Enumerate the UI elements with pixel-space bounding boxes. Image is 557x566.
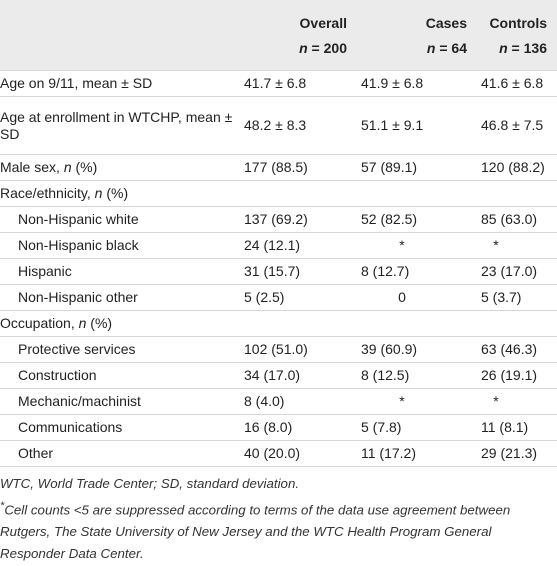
table-row: Non-Hispanic black 24 (12.1) * * <box>0 232 557 259</box>
empty-cell <box>357 310 477 337</box>
table-cell: * <box>357 388 477 415</box>
table-row: Construction 34 (17.0) 8 (12.5) 26 (19.1) <box>0 362 557 389</box>
table-row: Occupation, n (%) <box>0 310 557 337</box>
row-label: Non-Hispanic black <box>0 232 240 259</box>
table-row: Communications 16 (8.0) 5 (7.8) 11 (8.1) <box>0 414 557 441</box>
row-label: Occupation, n (%) <box>0 310 240 337</box>
row-label: Age at enrollment in WTCHP, mean ± SD <box>0 96 240 155</box>
table-cell: 5 (3.7) <box>477 284 557 311</box>
empty-cell <box>357 180 477 207</box>
table-cell: 85 (63.0) <box>477 206 557 233</box>
row-label: Non-Hispanic other <box>0 284 240 311</box>
table-row: Hispanic 31 (15.7) 8 (12.7) 23 (17.0) <box>0 258 557 285</box>
table-cell: 46.8 ± 7.5 <box>477 96 557 155</box>
footnote: *Cell counts <5 are suppressed according… <box>0 500 511 562</box>
table-cell: 11 (17.2) <box>357 440 477 467</box>
data-table: Overall Cases Controls n = 200 n = 64 n = 13… <box>0 0 557 467</box>
table-cell: * <box>477 232 557 259</box>
table-cell: 0 <box>357 284 477 311</box>
row-label: Communications <box>0 414 240 441</box>
table-cell: 40 (20.0) <box>240 440 357 467</box>
table-cell: 52 (82.5) <box>357 206 477 233</box>
table-row: Protective services 102 (51.0) 39 (60.9) 63… <box>0 336 557 363</box>
row-label: Non-Hispanic white <box>0 206 240 233</box>
row-label: Construction <box>0 362 240 389</box>
column-name: Overall <box>299 14 347 31</box>
table-row: Age at enrollment in WTCHP, mean ± SD 48.… <box>0 96 557 155</box>
table-cell: 102 (51.0) <box>240 336 357 363</box>
row-label: Male sex, n (%) <box>0 154 240 181</box>
table-cell: 63 (46.3) <box>477 336 557 363</box>
empty-cell <box>477 310 557 337</box>
table-cell: 177 (88.5) <box>240 154 357 181</box>
table-cell: 24 (12.1) <box>240 232 357 259</box>
footnote: WTC, World Trade Center; SD, standard de… <box>0 476 300 491</box>
table-body: Age on 9/11, mean ± SD 41.7 ± 6.8 41.9 ± 6… <box>0 70 557 467</box>
table-cell: 11 (8.1) <box>477 414 557 441</box>
table-cell: 16 (8.0) <box>240 414 357 441</box>
table-cell: 120 (88.2) <box>477 154 557 181</box>
table-cell: 39 (60.9) <box>357 336 477 363</box>
table-cell: 23 (17.0) <box>477 258 557 285</box>
header-row: n = 200 n = 64 n = 136 <box>0 37 557 71</box>
column-name: Controls <box>489 14 547 31</box>
table-cell: 8 (12.5) <box>357 362 477 389</box>
row-label: Other <box>0 440 240 467</box>
empty-cell <box>477 180 557 207</box>
table-cell: 8 (4.0) <box>240 388 357 415</box>
table-row: Non-Hispanic white 137 (69.2) 52 (82.5) 85 … <box>0 206 557 233</box>
table-row: Male sex, n (%) 177 (88.5) 57 (89.1) 120 (8… <box>0 154 557 181</box>
table-cell: 41.6 ± 6.8 <box>477 70 557 97</box>
table-cell: 137 (69.2) <box>240 206 357 233</box>
header-cell <box>0 0 240 37</box>
table-cell: 26 (19.1) <box>477 362 557 389</box>
table-row: Age on 9/11, mean ± SD 41.7 ± 6.8 41.9 ± 6… <box>0 70 557 97</box>
row-label: Hispanic <box>0 258 240 285</box>
table-cell: 41.7 ± 6.8 <box>240 70 357 97</box>
table-row: Non-Hispanic other 5 (2.5) 0 5 (3.7) <box>0 284 557 311</box>
table-row: Mechanic/machinist 8 (4.0) * * <box>0 388 557 415</box>
row-label: Protective services <box>0 336 240 363</box>
table-cell: * <box>477 388 557 415</box>
table-header: Overall Cases Controls n = 200 n = 64 n = 13… <box>0 0 557 71</box>
footnotes: WTC, World Trade Center; SD, standard de… <box>0 467 557 565</box>
table-cell: * <box>357 232 477 259</box>
table-cell: 31 (15.7) <box>240 258 357 285</box>
column-n: n = 136 <box>499 40 547 56</box>
empty-cell <box>240 310 357 337</box>
table-row: Race/ethnicity, n (%) <box>0 180 557 207</box>
header-row: Overall Cases Controls <box>0 0 557 37</box>
column-n: n = 200 <box>299 40 347 56</box>
table-cell: 5 (2.5) <box>240 284 357 311</box>
header-cell <box>0 37 240 71</box>
column-n: n = 64 <box>426 40 467 56</box>
table-cell: 34 (17.0) <box>240 362 357 389</box>
row-label: Mechanic/machinist <box>0 388 240 415</box>
table-row: Other 40 (20.0) 11 (17.2) 29 (21.3) <box>0 440 557 467</box>
table-cell: 48.2 ± 8.3 <box>240 96 357 155</box>
table-cell: 57 (89.1) <box>357 154 477 181</box>
table-cell: 51.1 ± 9.1 <box>357 96 477 155</box>
column-name: Cases <box>425 14 467 31</box>
empty-cell <box>240 180 357 207</box>
table-cell: 41.9 ± 6.8 <box>357 70 477 97</box>
table-cell: 29 (21.3) <box>477 440 557 467</box>
table-cell: 5 (7.8) <box>357 414 477 441</box>
row-label: Race/ethnicity, n (%) <box>0 180 240 207</box>
table-cell: 8 (12.7) <box>357 258 477 285</box>
row-label: Age on 9/11, mean ± SD <box>0 70 240 97</box>
